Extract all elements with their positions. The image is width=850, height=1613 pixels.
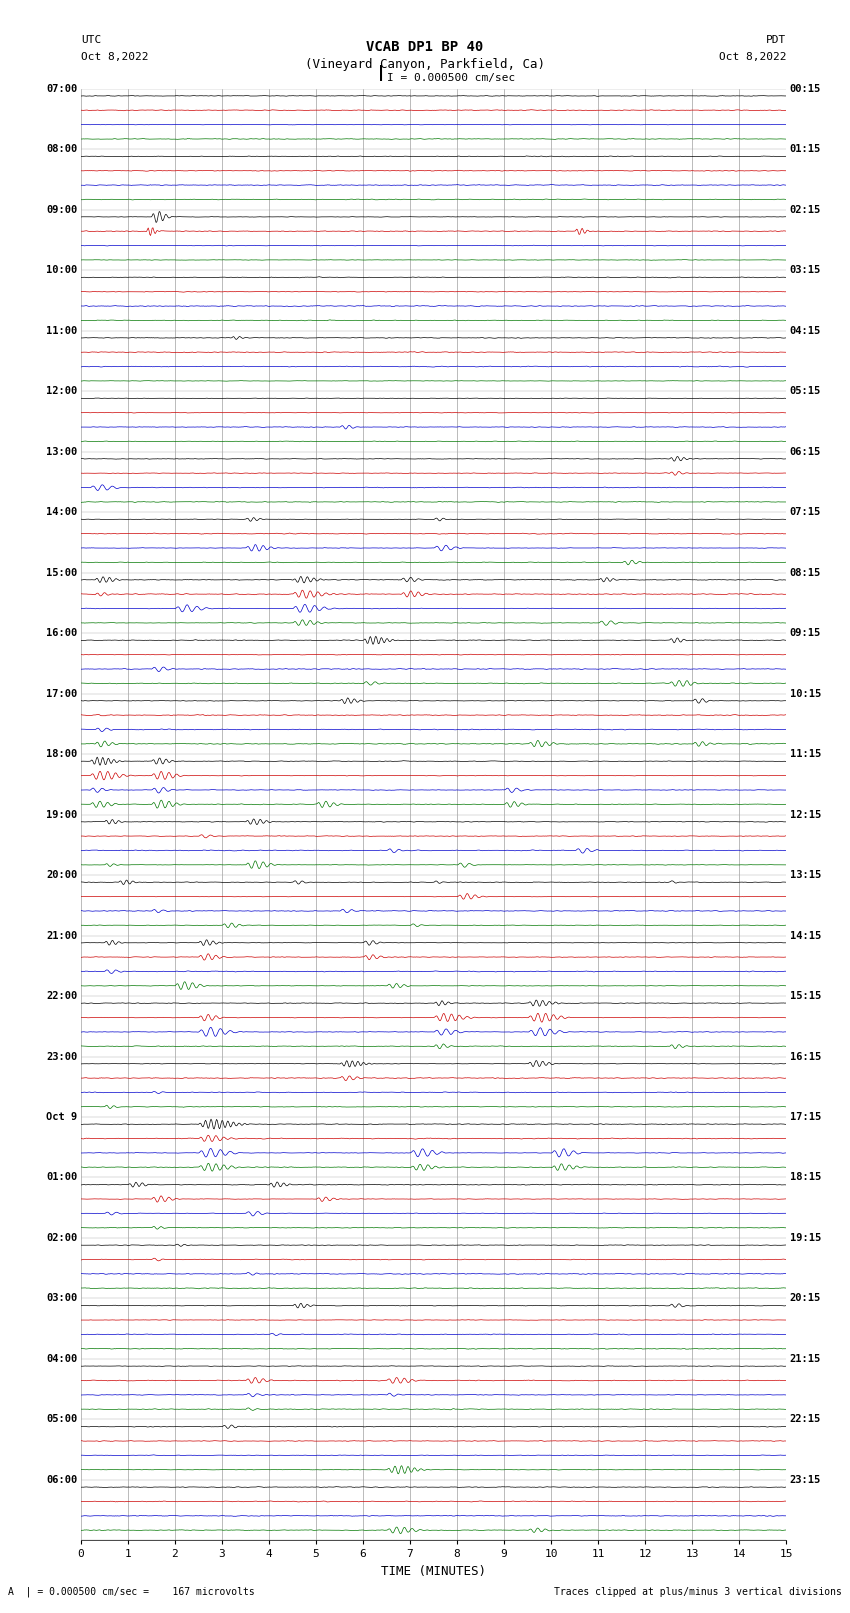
Text: 15:15: 15:15 <box>790 990 821 1002</box>
Text: UTC: UTC <box>81 35 101 45</box>
Text: 19:15: 19:15 <box>790 1232 821 1244</box>
Text: 13:15: 13:15 <box>790 869 821 881</box>
Text: 02:00: 02:00 <box>46 1232 77 1244</box>
Text: 14:00: 14:00 <box>46 506 77 518</box>
Text: 00:15: 00:15 <box>790 84 821 94</box>
Text: 22:15: 22:15 <box>790 1415 821 1424</box>
Text: 14:15: 14:15 <box>790 931 821 940</box>
Text: 07:15: 07:15 <box>790 506 821 518</box>
Text: 20:15: 20:15 <box>790 1294 821 1303</box>
Text: I = 0.000500 cm/sec: I = 0.000500 cm/sec <box>387 73 515 82</box>
X-axis label: TIME (MINUTES): TIME (MINUTES) <box>381 1565 486 1578</box>
Text: 02:15: 02:15 <box>790 205 821 215</box>
Text: 11:00: 11:00 <box>46 326 77 336</box>
Text: 12:00: 12:00 <box>46 386 77 397</box>
Text: Oct 9: Oct 9 <box>46 1111 77 1123</box>
Text: 08:00: 08:00 <box>46 144 77 155</box>
Text: 13:00: 13:00 <box>46 447 77 456</box>
Text: 03:00: 03:00 <box>46 1294 77 1303</box>
Text: 17:15: 17:15 <box>790 1111 821 1123</box>
Text: 04:00: 04:00 <box>46 1353 77 1365</box>
Text: Oct 8,2022: Oct 8,2022 <box>719 52 786 61</box>
Text: Oct 8,2022: Oct 8,2022 <box>81 52 148 61</box>
Text: 05:00: 05:00 <box>46 1415 77 1424</box>
Text: 21:15: 21:15 <box>790 1353 821 1365</box>
Text: 12:15: 12:15 <box>790 810 821 819</box>
Text: 09:00: 09:00 <box>46 205 77 215</box>
Text: 16:00: 16:00 <box>46 627 77 639</box>
Text: A  | = 0.000500 cm/sec =    167 microvolts: A | = 0.000500 cm/sec = 167 microvolts <box>8 1586 255 1597</box>
Text: 18:00: 18:00 <box>46 748 77 760</box>
Text: 15:00: 15:00 <box>46 568 77 577</box>
Text: 11:15: 11:15 <box>790 748 821 760</box>
Text: 08:15: 08:15 <box>790 568 821 577</box>
Text: 01:00: 01:00 <box>46 1173 77 1182</box>
Text: 23:00: 23:00 <box>46 1052 77 1061</box>
Text: 10:15: 10:15 <box>790 689 821 698</box>
Text: 09:15: 09:15 <box>790 627 821 639</box>
Text: 10:00: 10:00 <box>46 265 77 276</box>
Text: 05:15: 05:15 <box>790 386 821 397</box>
Text: 07:00: 07:00 <box>46 84 77 94</box>
Text: 03:15: 03:15 <box>790 265 821 276</box>
Text: 16:15: 16:15 <box>790 1052 821 1061</box>
Text: VCAB DP1 BP 40: VCAB DP1 BP 40 <box>366 40 484 55</box>
Text: 23:15: 23:15 <box>790 1474 821 1486</box>
Text: 06:15: 06:15 <box>790 447 821 456</box>
Text: 17:00: 17:00 <box>46 689 77 698</box>
Text: 22:00: 22:00 <box>46 990 77 1002</box>
Text: 18:15: 18:15 <box>790 1173 821 1182</box>
Text: (Vineyard Canyon, Parkfield, Ca): (Vineyard Canyon, Parkfield, Ca) <box>305 58 545 71</box>
Text: 06:00: 06:00 <box>46 1474 77 1486</box>
Text: 19:00: 19:00 <box>46 810 77 819</box>
Text: 01:15: 01:15 <box>790 144 821 155</box>
Text: 04:15: 04:15 <box>790 326 821 336</box>
Text: Traces clipped at plus/minus 3 vertical divisions: Traces clipped at plus/minus 3 vertical … <box>553 1587 842 1597</box>
Text: PDT: PDT <box>766 35 786 45</box>
Text: 20:00: 20:00 <box>46 869 77 881</box>
Text: 21:00: 21:00 <box>46 931 77 940</box>
